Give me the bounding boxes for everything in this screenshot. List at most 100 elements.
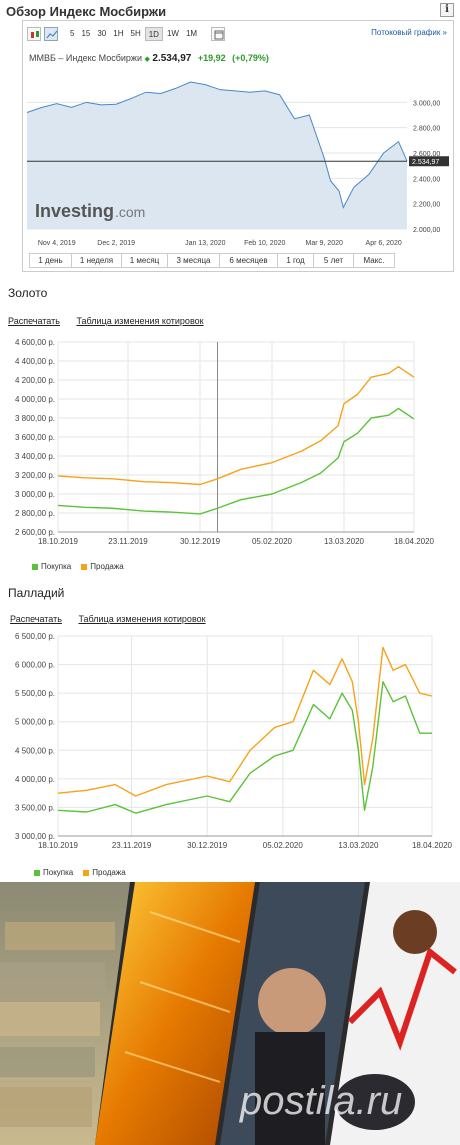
gold-bars-panel (95, 882, 255, 1145)
interval-5h[interactable]: 5H (130, 29, 141, 38)
palladium-title: Палладий (8, 586, 65, 600)
palladium-y-tick: 6 500,00 р. (15, 632, 55, 641)
quote-line: ММВБ – Индекс Мосбиржи ◆ 2.534,97 +19,92… (29, 53, 269, 64)
palladium-x-tick: 05.02.2020 (263, 841, 304, 850)
moex-x-tick: Apr 6, 2020 (366, 240, 402, 247)
interval-1h[interactable]: 1H (113, 29, 124, 38)
palladium-table-link[interactable]: Таблица изменения котировок (78, 614, 206, 624)
gold-bar-edges (124, 911, 241, 1083)
calendar-icon[interactable] (211, 27, 226, 41)
range-5y[interactable]: 5 лет (314, 254, 354, 267)
chart-toolbar: 5 15 30 1H 5H 1D 1W 1M (23, 21, 453, 47)
moex-y-tick: 2.800,00 (413, 126, 440, 133)
gold-legend: Покупка Продажа (32, 562, 134, 571)
palladium-y-tick: 4 000,00 р. (15, 775, 55, 784)
palladium-y-tick: 3 500,00 р. (15, 803, 55, 812)
moex-x-tick: Jan 13, 2020 (185, 240, 226, 247)
gold-y-tick: 3 200,00 р. (15, 471, 55, 480)
moex-last-label: 2.534,97 (412, 159, 439, 166)
moex-widget: 5 15 30 1H 5H 1D 1W 1M Потоковый график … (22, 20, 454, 272)
moex-x-tick: Nov 4, 2019 (38, 240, 76, 247)
watermark-text: postila.ru (239, 1079, 402, 1123)
gold-y-tick: 3 600,00 р. (15, 433, 55, 442)
price-change-pct: (+0,79%) (232, 53, 269, 63)
moex-x-tick: Mar 9, 2020 (306, 240, 343, 247)
moex-last-badge (409, 156, 449, 167)
gold-y-tick: 3 800,00 р. (15, 414, 55, 423)
palladium-legend-sell[interactable]: Продажа (83, 868, 126, 877)
palladium-x-tick: 23.11.2019 (112, 841, 152, 850)
palladium-series-buy (57, 681, 432, 814)
gold-x-tick: 05.02.2020 (252, 537, 293, 546)
gold-y-tick: 3 400,00 р. (15, 452, 55, 461)
candlestick-icon[interactable] (27, 27, 41, 41)
widget-title: Обзор Индекс Мосбиржи (6, 4, 167, 19)
palladium-y-tick: 6 000,00 р. (15, 661, 55, 670)
bull-icon (335, 1074, 415, 1130)
palladium-y-tick: 3 000,00 р. (15, 832, 55, 841)
range-1m[interactable]: 1 месяц (122, 254, 168, 267)
range-max[interactable]: Макс. (363, 256, 385, 265)
info-icon[interactable]: i (440, 3, 454, 17)
interval-1w[interactable]: 1W (166, 29, 179, 38)
moex-y-tick: 2.000,00 (413, 227, 440, 234)
moex-y-tick: 2.600,00 (413, 151, 440, 158)
gold-y-tick: 4 200,00 р. (15, 376, 55, 385)
price-change: +19,92 (197, 53, 226, 63)
stream-chart-link[interactable]: Потоковый график » (371, 28, 447, 37)
up-arrow-icon: ◆ (144, 56, 150, 63)
palladium-x-tick: 13.03.2020 (338, 841, 379, 850)
interval-1m[interactable]: 1M (185, 29, 198, 38)
gold-y-tick: 3 000,00 р. (15, 490, 55, 499)
bear-icon (393, 910, 437, 954)
palladium-print-link[interactable]: Распечатать (10, 614, 62, 624)
range-3m[interactable]: 3 месяца (168, 254, 220, 267)
gold-y-tick: 2 800,00 р. (15, 509, 55, 518)
interval-15[interactable]: 15 (81, 29, 91, 38)
range-6m[interactable]: 6 месяцев (220, 254, 278, 267)
gold-y-tick: 4 000,00 р. (15, 395, 55, 404)
banknote-stacks (0, 922, 115, 1127)
area-chart-icon[interactable] (44, 27, 58, 41)
palladium-x-tick: 18.10.2019 (38, 841, 79, 850)
gold-series-buy (57, 407, 415, 515)
gold-x-tick: 30.12.2019 (180, 537, 221, 546)
interval-30[interactable]: 30 (97, 29, 107, 38)
palladium-y-tick: 5 000,00 р. (15, 718, 55, 727)
instrument-name: ММВБ – Индекс Мосбиржи (29, 53, 142, 63)
banner-image: postila.ru (0, 882, 460, 1145)
gold-x-tick: 23.11.2019 (108, 537, 148, 546)
palladium-x-tick: 18.04.2020 (412, 841, 453, 850)
palladium-links: Распечатать Таблица изменения котировок (10, 614, 220, 624)
interval-5[interactable]: 5 (70, 29, 75, 38)
gold-legend-buy[interactable]: Покупка (32, 562, 71, 571)
gold-y-tick: 4 600,00 р. (15, 338, 55, 347)
gold-y-tick: 4 400,00 р. (15, 357, 55, 366)
gold-title: Золото (8, 286, 48, 300)
gold-x-tick: 18.04.2020 (394, 537, 435, 546)
gold-x-tick: 18.10.2019 (38, 537, 79, 546)
interval-1d[interactable]: 1D (144, 27, 163, 41)
range-1w[interactable]: 1 неделя (72, 254, 122, 267)
palladium-series-sell (57, 646, 433, 797)
gold-print-link[interactable]: Распечатать (8, 316, 60, 326)
gold-y-tick: 2 600,00 р. (15, 528, 55, 537)
palladium-y-tick: 4 500,00 р. (15, 746, 55, 755)
range-selector: 1 день 1 неделя 1 месяц 3 месяца 6 месяц… (29, 253, 395, 268)
gold-x-tick: 13.03.2020 (324, 537, 365, 546)
investing-logo: Investing (35, 201, 114, 221)
moex-line (26, 81, 408, 209)
investing-logo-suffix: .com (115, 204, 145, 220)
moex-area (27, 82, 407, 229)
gold-series-sell (57, 366, 415, 486)
palladium-x-tick: 30.12.2019 (187, 841, 228, 850)
moex-y-tick: 3.000,00 (413, 100, 440, 107)
palladium-legend-buy[interactable]: Покупка (34, 868, 73, 877)
range-1d[interactable]: 1 день (30, 254, 72, 267)
moex-x-tick: Dec 2, 2019 (97, 240, 135, 247)
gold-legend-sell[interactable]: Продажа (81, 562, 124, 571)
range-1y[interactable]: 1 год (278, 254, 314, 267)
moex-chart: 3.000,00 2.800,00 2.600,00 2.400,00 2.200,00… (26, 81, 449, 247)
gold-table-link[interactable]: Таблица изменения котировок (76, 316, 204, 326)
trader-face (258, 968, 326, 1036)
